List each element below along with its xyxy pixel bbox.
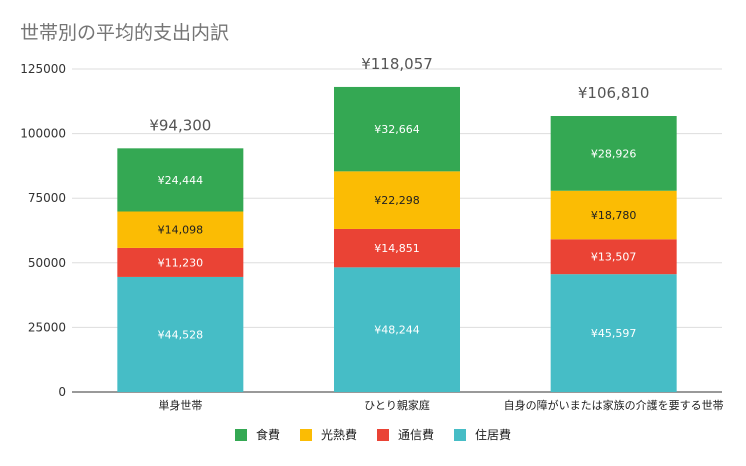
y-tick-label: 125000 [20,62,66,76]
legend-item: 通信費 [377,426,434,443]
legend-label: 光熱費 [320,428,357,442]
total-label: ¥106,810 [578,84,650,102]
data-label: ¥45,597 [591,327,637,340]
bar-segment [117,247,244,277]
data-label: ¥18,780 [591,209,637,222]
legend-swatch [234,428,247,441]
x-axis-ticks: 単身世帯 ひとり親家庭 自身の障がいまたは家族の介護を要する世帯 [158,398,723,412]
legend: 食費 光熱費 通信費 住居費 [0,426,746,443]
legend-swatch [454,428,467,441]
legend-item: 光熱費 [299,426,357,443]
x-tick-label: 自身の障がいまたは家族の介護を要する世帯 [504,398,724,412]
total-label: ¥94,300 [149,116,211,134]
chart-title: 世帯別の平均的支出内訳 [20,22,230,44]
y-tick-label: 100000 [20,127,66,141]
legend-swatch [377,428,389,441]
legend-swatch [299,428,312,441]
data-label: ¥22,298 [374,194,420,207]
legend-label: 通信費 [398,428,435,442]
bar-segment [334,228,460,268]
bar-segment [550,239,677,275]
bar-segment [550,274,677,392]
bar-segment [550,116,677,191]
legend-item: 住居費 [454,426,511,443]
bar-segment [334,171,460,229]
data-labels: ¥44,528 ¥11,230 ¥14,098 ¥24,444 ¥94,300 ¥48,2… [149,55,649,342]
y-tick-label: 25000 [28,320,66,334]
bar-segment [550,190,677,240]
y-tick-label: 75000 [28,191,66,205]
y-tick-label: 0 [58,385,66,399]
legend-item: 食費 [234,426,280,443]
data-label: ¥11,230 [158,256,204,269]
data-label: ¥28,926 [591,147,637,160]
y-tick-label: 50000 [28,256,66,270]
data-label: ¥14,098 [158,224,204,237]
bars [117,86,677,392]
data-label: ¥48,244 [374,324,420,337]
legend-label: 食費 [255,428,280,442]
bar-segment [334,86,460,172]
data-label: ¥44,528 [158,328,204,341]
data-label: ¥14,851 [374,242,420,255]
bar-segment [334,267,460,392]
data-label: ¥24,444 [158,174,204,187]
y-axis-ticks: 0 25000 50000 75000 100000 125000 [20,62,66,399]
total-label: ¥118,057 [361,55,433,73]
data-label: ¥32,664 [374,123,420,136]
bar-segment [117,276,244,392]
x-tick-label: ひとり親家庭 [364,398,430,412]
x-tick-label: 単身世帯 [158,398,202,412]
bar-segment [117,211,244,248]
legend-label: 住居費 [475,428,512,442]
data-label: ¥13,507 [591,251,637,264]
bar-segment [117,148,244,212]
